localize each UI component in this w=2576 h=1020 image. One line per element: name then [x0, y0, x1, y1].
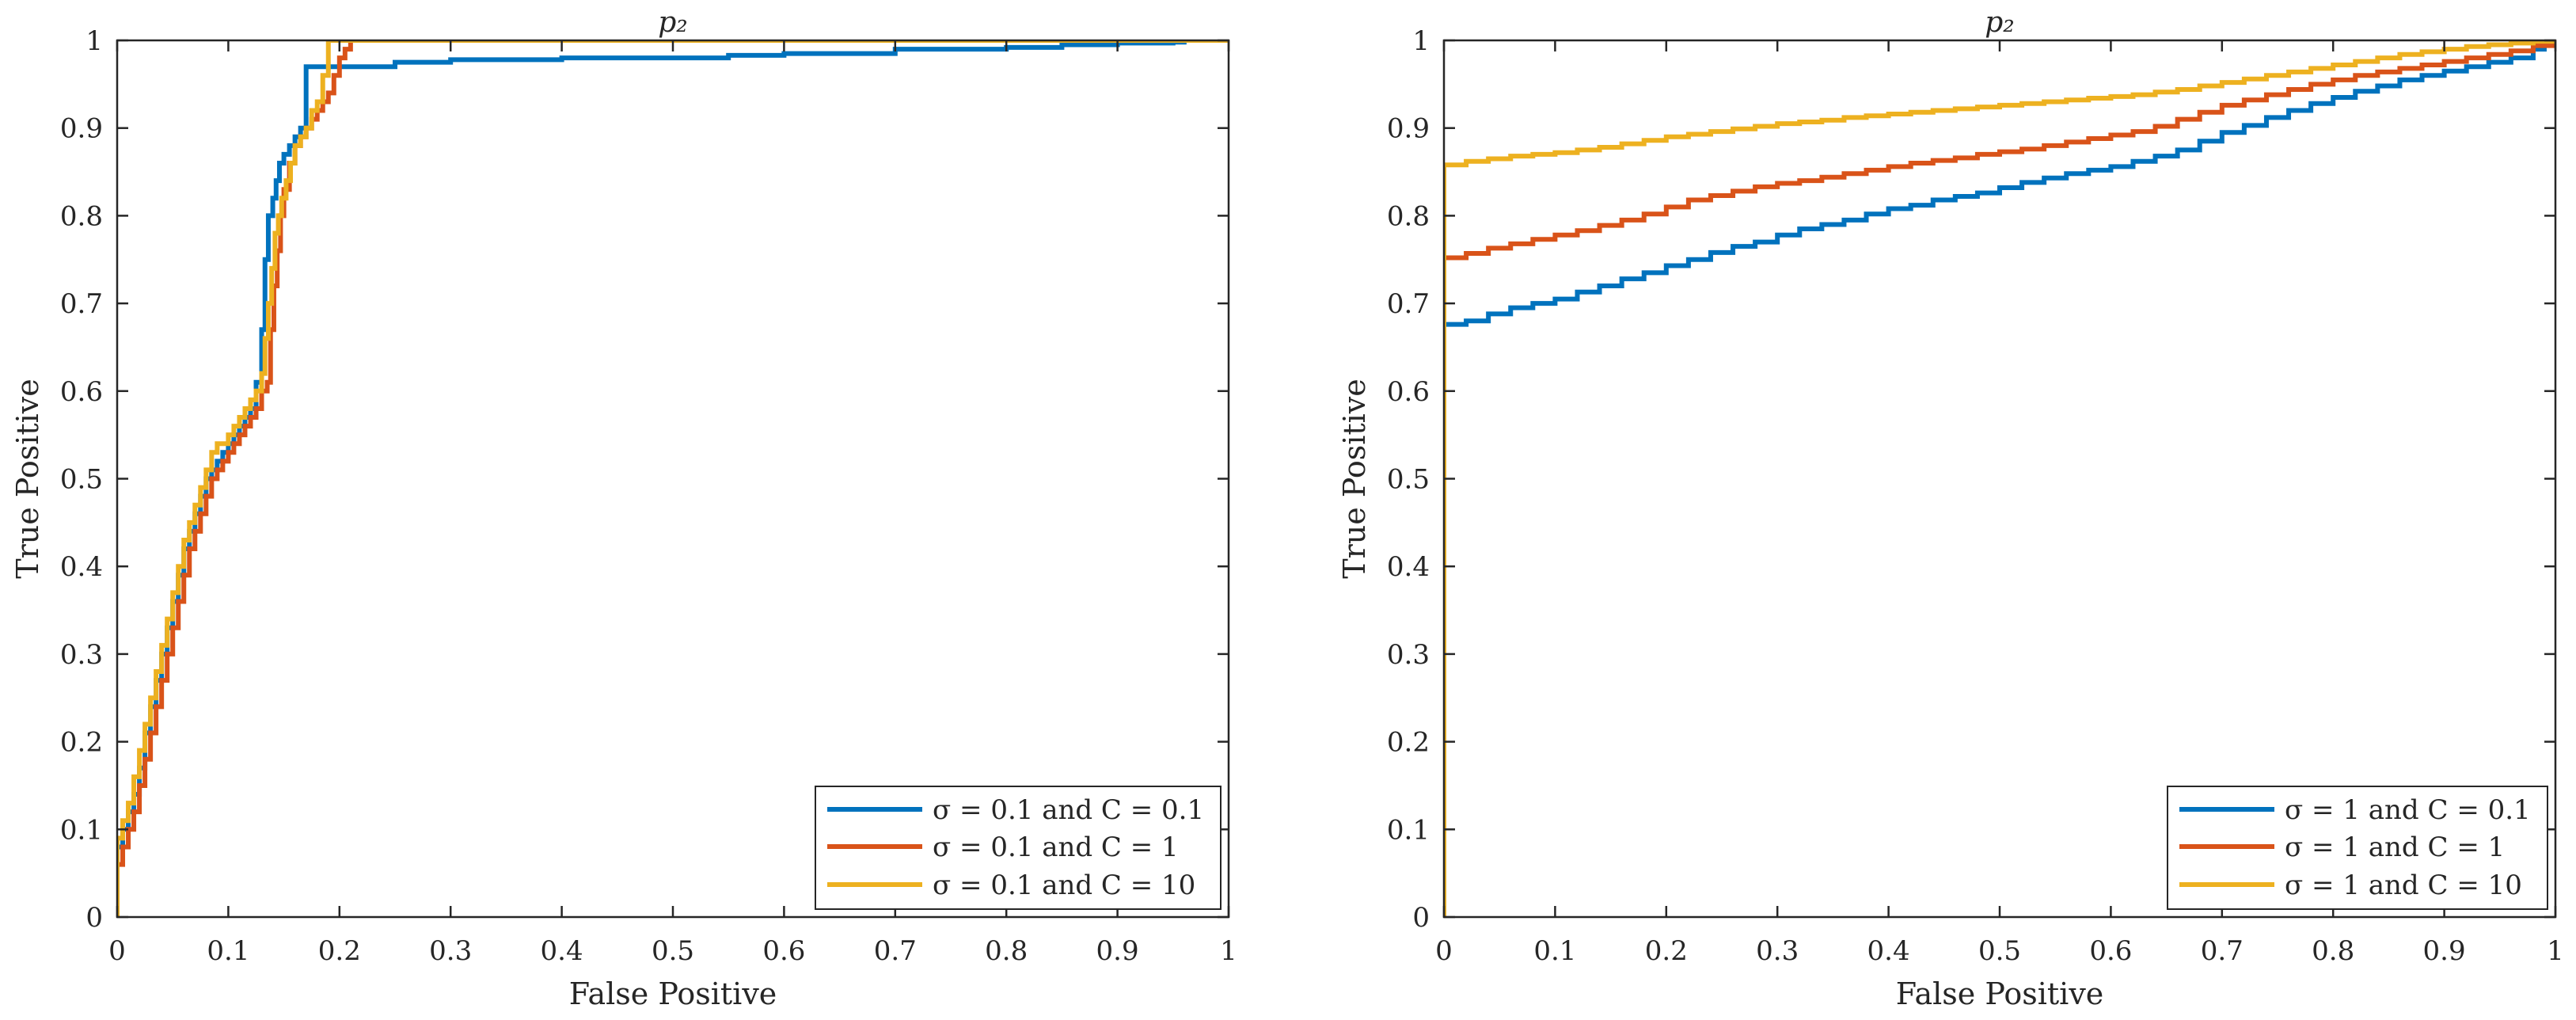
left-series-group — [117, 40, 1229, 917]
left-x-tick-label: 0 — [108, 935, 126, 967]
left-x-tick-label: 0.2 — [318, 935, 361, 967]
right-x-tick-label: 0.8 — [2312, 935, 2354, 967]
right-x-tick-label: 0.1 — [1533, 935, 1576, 967]
left-x-tick-label: 0.8 — [985, 935, 1028, 967]
right-y-tick-label: 0.4 — [1387, 551, 1430, 583]
right-x-tick-labels: 0 0.1 0.2 0.3 0.4 0.5 0.6 0.7 0.8 0.9 1 — [1435, 935, 2564, 967]
left-x-tick-label: 0.5 — [652, 935, 694, 967]
right-x-tick-label: 0.4 — [1867, 935, 1910, 967]
left-y-tick-label: 0.4 — [60, 551, 103, 583]
right-x-tick-label: 1 — [2547, 935, 2564, 967]
right-y-tick-label: 0.5 — [1387, 464, 1430, 496]
left-y-tick-label: 0.5 — [60, 464, 103, 496]
right-x-tick-label: 0.3 — [1756, 935, 1799, 967]
left-x-tick-label: 0.4 — [541, 935, 583, 967]
left-x-tick-label: 0.9 — [1096, 935, 1139, 967]
right-chart-title: p₂ — [1985, 6, 2014, 39]
left-y-tick-label: 0.1 — [60, 814, 103, 846]
left-plot-area — [117, 40, 1229, 917]
left-legend-label-1: σ = 0.1 and C = 1 — [933, 832, 1179, 863]
right-y-tick-labels: 0 0.1 0.2 0.3 0.4 0.5 0.6 0.7 0.8 0.9 1 — [1387, 25, 1430, 934]
left-y-tick-label: 0.3 — [60, 639, 103, 671]
right-y-tick-label: 0.9 — [1387, 113, 1430, 145]
left-y-tick-label: 0.6 — [60, 376, 103, 408]
left-axes-box — [116, 39, 1230, 919]
right-plot-area — [1444, 40, 2555, 917]
right-x-tick-label: 0 — [1435, 935, 1453, 967]
right-x-tick-label: 0.6 — [2089, 935, 2132, 967]
left-y-tick-label: 0 — [85, 902, 103, 934]
right-y-tick-label: 0 — [1412, 902, 1430, 934]
left-legend-label-0: σ = 0.1 and C = 0.1 — [933, 794, 1204, 826]
right-series-group — [1444, 40, 2555, 917]
right-y-tick-label: 0.1 — [1387, 814, 1430, 846]
right-x-axis-label: False Positive — [1896, 976, 2104, 1011]
left-x-tick-label: 0.6 — [762, 935, 805, 967]
left-chart-title: p₂ — [658, 6, 687, 39]
right-y-tick-label: 0.6 — [1387, 376, 1430, 408]
left-legend: σ = 0.1 and C = 0.1 σ = 0.1 and C = 1 σ … — [815, 786, 1222, 910]
left-legend-label-2: σ = 0.1 and C = 10 — [933, 870, 1195, 901]
right-y-axis-label: True Positive — [1337, 379, 1372, 579]
left-x-tick-label: 0.3 — [429, 935, 472, 967]
right-series-line-2 — [1444, 40, 2555, 917]
right-axes-box — [1442, 39, 2557, 919]
left-x-tick-labels: 0 0.1 0.2 0.3 0.4 0.5 0.6 0.7 0.8 0.9 1 — [108, 935, 1237, 967]
left-y-tick-label: 0.9 — [60, 113, 103, 145]
right-series-line-0 — [1444, 40, 2555, 917]
right-y-tick-label: 0.7 — [1387, 288, 1430, 320]
right-y-tick-label: 0.3 — [1387, 639, 1430, 671]
right-legend-label-0: σ = 1 and C = 0.1 — [2285, 794, 2531, 826]
left-y-tick-label: 0.2 — [60, 727, 103, 759]
left-x-tick-label: 1 — [1220, 935, 1237, 967]
left-y-tick-label: 0.8 — [60, 200, 103, 232]
left-y-axis-label: True Positive — [10, 379, 45, 579]
left-series-line-2 — [117, 40, 1229, 917]
right-series-line-1 — [1444, 40, 2555, 917]
left-y-tick-label: 0.7 — [60, 288, 103, 320]
left-y-tick-label: 1 — [85, 25, 103, 57]
right-legend-label-2: σ = 1 and C = 10 — [2285, 870, 2522, 901]
right-legend-label-1: σ = 1 and C = 1 — [2285, 832, 2505, 863]
right-x-tick-label: 0.7 — [2201, 935, 2244, 967]
left-chart: 0 0.1 0.2 0.3 0.4 0.5 0.6 0.7 0.8 0.9 1 … — [10, 6, 1237, 1011]
right-x-tick-label: 0.5 — [1978, 935, 2021, 967]
right-y-tick-label: 1 — [1412, 25, 1430, 57]
right-chart: 0 0.1 0.2 0.3 0.4 0.5 0.6 0.7 0.8 0.9 1 … — [1337, 6, 2564, 1011]
left-y-tick-labels: 0 0.1 0.2 0.3 0.4 0.5 0.6 0.7 0.8 0.9 1 — [60, 25, 103, 934]
left-x-tick-label: 0.7 — [874, 935, 917, 967]
right-y-tick-label: 0.8 — [1387, 200, 1430, 232]
left-x-axis-label: False Positive — [569, 976, 777, 1011]
left-series-line-0 — [117, 40, 1229, 917]
right-x-tick-label: 0.2 — [1645, 935, 1688, 967]
right-y-tick-label: 0.2 — [1387, 727, 1430, 759]
right-legend: σ = 1 and C = 0.1 σ = 1 and C = 1 σ = 1 … — [2167, 786, 2548, 910]
right-x-tick-label: 0.9 — [2423, 935, 2466, 967]
left-x-tick-label: 0.1 — [207, 935, 249, 967]
